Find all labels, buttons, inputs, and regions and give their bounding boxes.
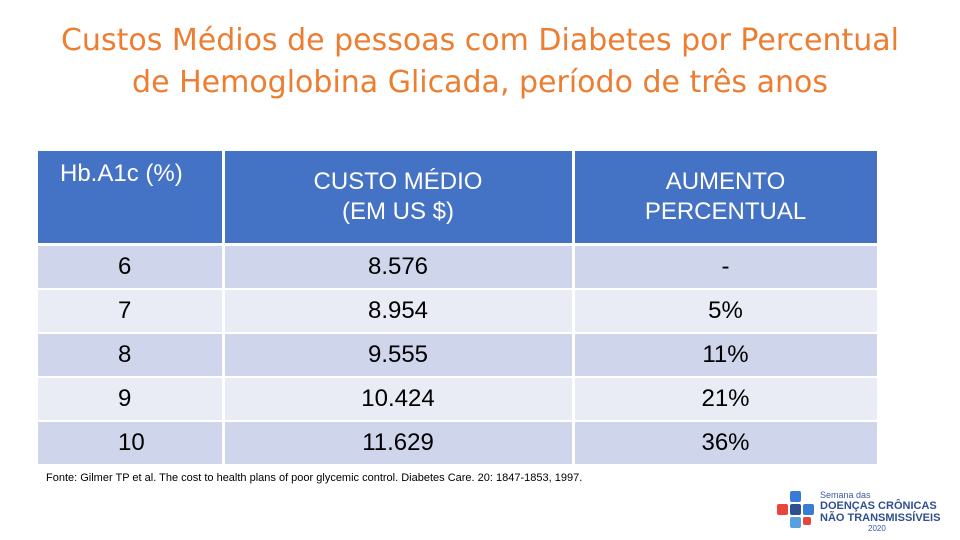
table-row: 8 9.555 11% [38, 333, 880, 378]
cell-cost: 8.576 [223, 244, 575, 290]
logo-year: 2020 [868, 524, 886, 533]
title-line-1: Custos Médios de pessoas com Diabetes po… [60, 23, 899, 58]
table-row: 9 10.424 21% [38, 377, 880, 422]
table-header-row: Hb.A1c (%) CUSTO MÉDIO (EM US $) AUMENTO… [38, 151, 880, 246]
cell-cost: 9.555 [223, 333, 575, 378]
slide-title: Custos Médios de pessoas com Diabetes po… [0, 20, 960, 104]
cell-hba1c: 10 [38, 421, 225, 466]
cell-cost: 8.954 [223, 289, 575, 334]
cell-cost: 10.424 [223, 377, 575, 422]
cross-logo-icon [777, 491, 814, 528]
cell-hba1c: 9 [38, 377, 225, 422]
cell-increase: 21% [573, 377, 880, 422]
header-hba1c: Hb.A1c (%) [38, 151, 225, 246]
cell-increase: 5% [573, 289, 880, 334]
cell-hba1c: 8 [38, 333, 225, 378]
table-row: 6 8.576 - [38, 244, 880, 290]
cost-table: Hb.A1c (%) CUSTO MÉDIO (EM US $) AUMENTO… [38, 151, 880, 466]
cell-increase: 11% [573, 333, 880, 378]
header-cost: CUSTO MÉDIO (EM US $) [223, 151, 575, 246]
header-increase: AUMENTO PERCENTUAL [573, 151, 880, 246]
cell-hba1c: 7 [38, 289, 225, 334]
cell-hba1c: 6 [38, 244, 225, 290]
logo-line-2: DOENÇAS CRÔNICAS [820, 500, 937, 512]
table-row: 7 8.954 5% [38, 289, 880, 334]
logo-line-3: NÃO TRANSMISSÍVEIS [820, 512, 941, 524]
cell-increase: 36% [573, 421, 880, 466]
cell-increase: - [573, 244, 880, 290]
source-citation: Fonte: Gilmer TP et al. The cost to heal… [46, 472, 583, 484]
title-line-2: de Hemoglobina Glicada, período de três … [132, 65, 828, 100]
cell-cost: 11.629 [223, 421, 575, 466]
table-row: 10 11.629 36% [38, 421, 880, 466]
event-logo: Semana das DOENÇAS CRÔNICAS NÃO TRANSMIS… [776, 488, 946, 534]
logo-line-1: Semana das [820, 490, 871, 500]
